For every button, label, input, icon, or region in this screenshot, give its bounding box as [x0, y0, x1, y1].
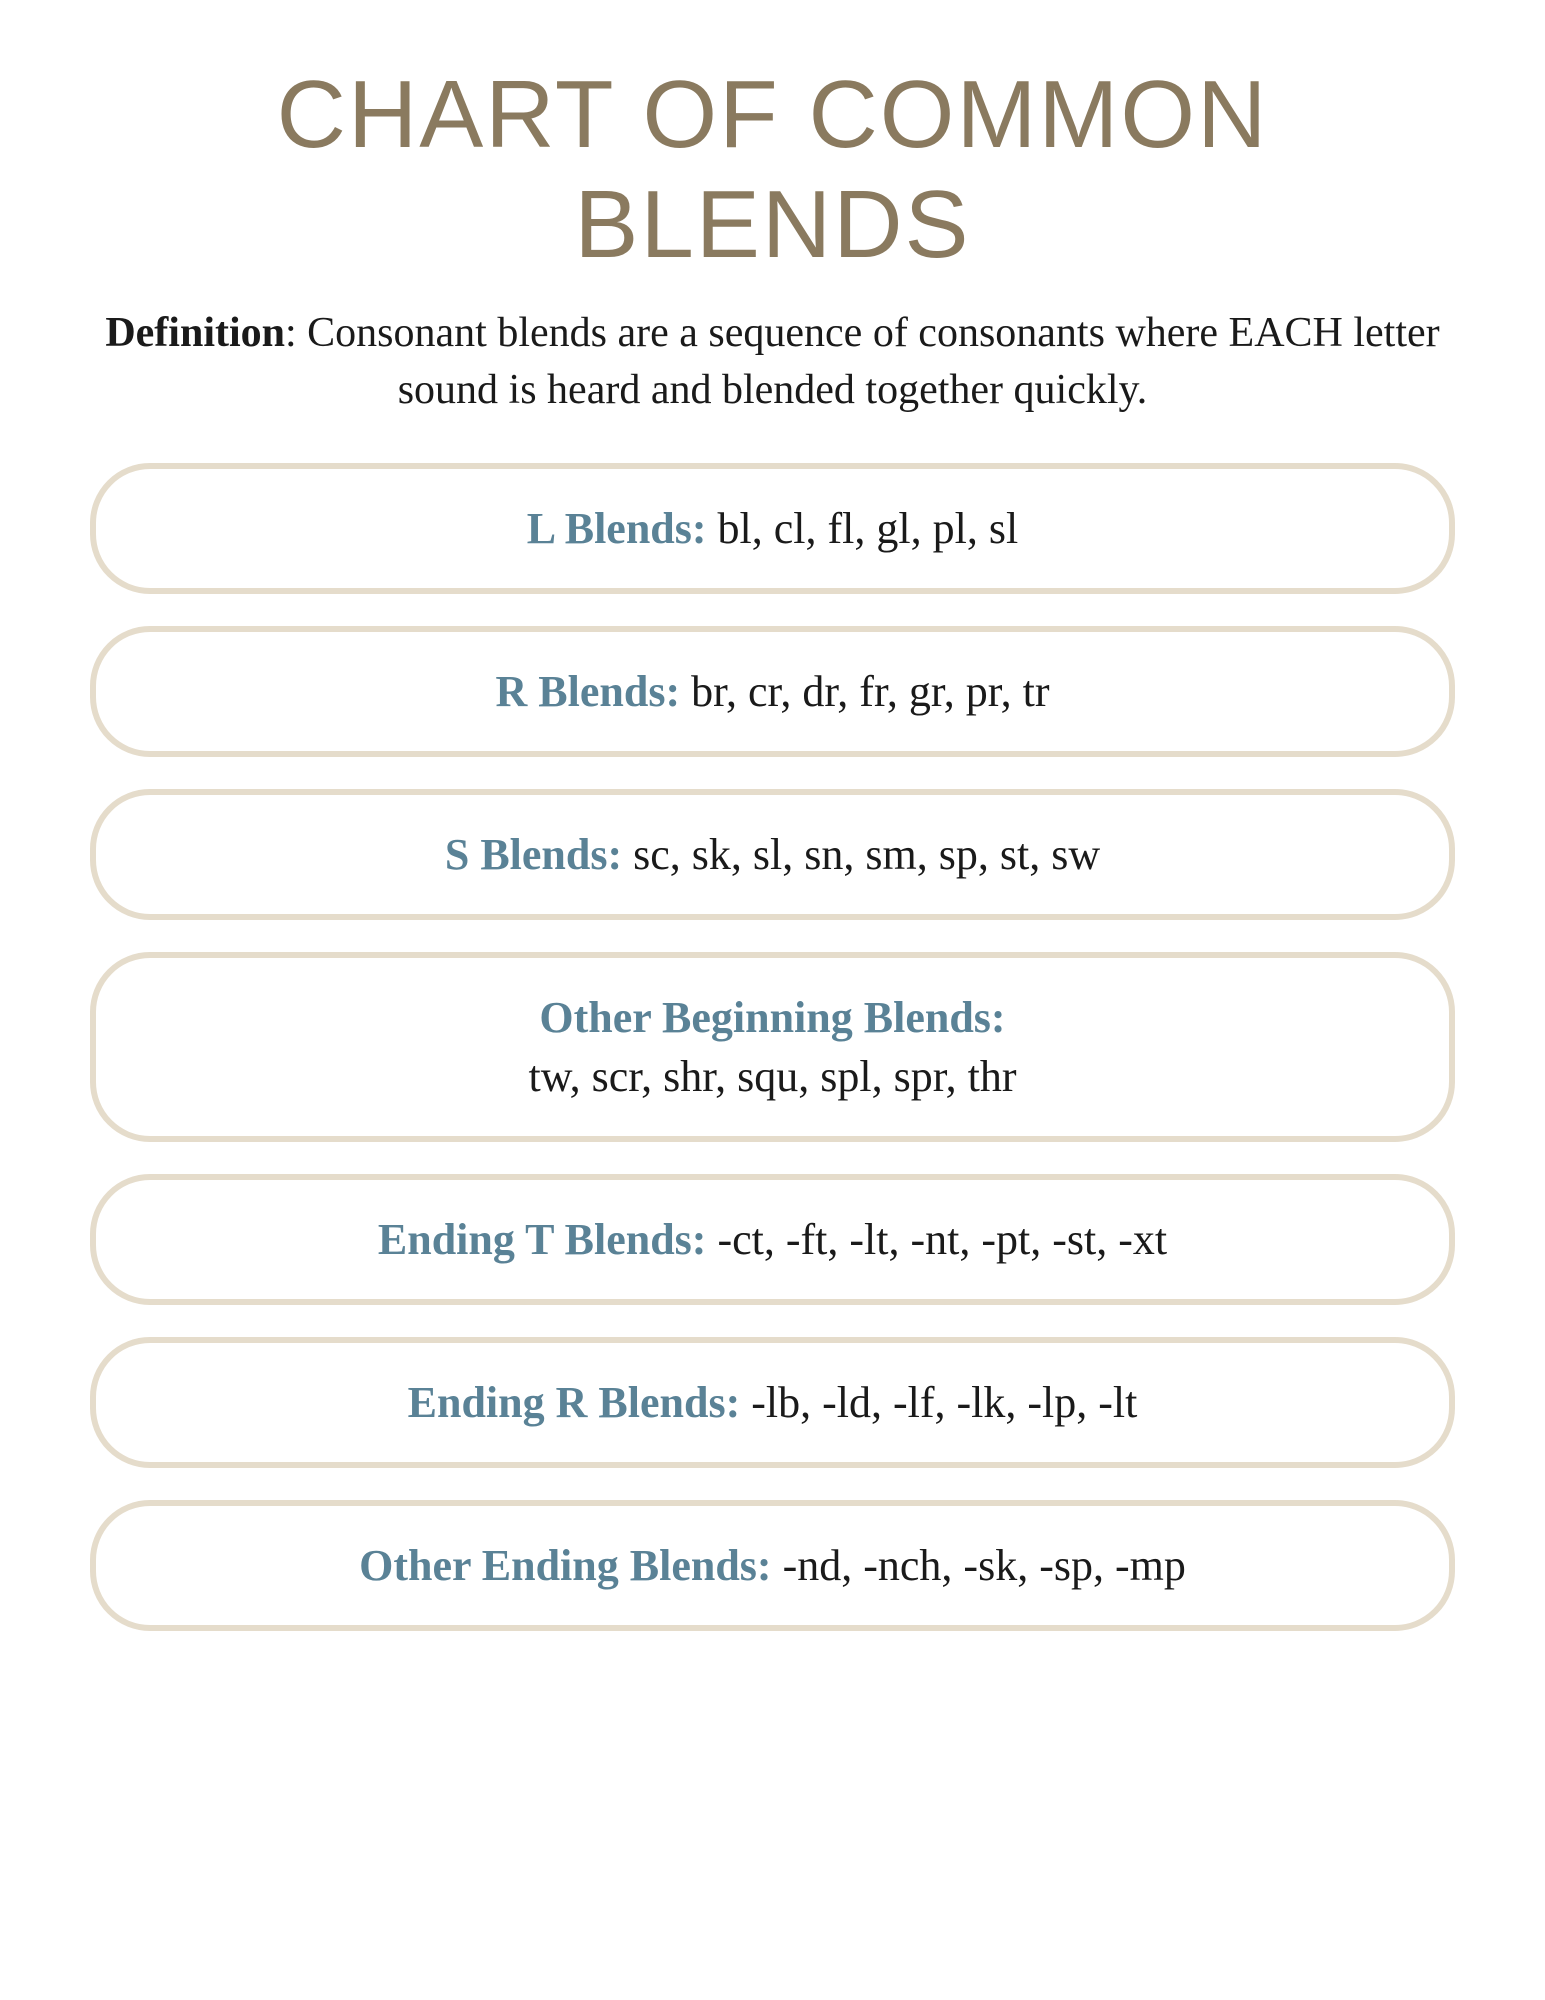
- definition-text: : Consonant blends are a sequence of con…: [285, 310, 1440, 413]
- blend-label: Other Beginning Blends:: [539, 990, 1005, 1045]
- blend-row-r: R Blends:br, cr, dr, fr, gr, pr, tr: [90, 626, 1455, 757]
- blend-items: bl, cl, fl, gl, pl, sl: [718, 504, 1019, 553]
- blend-label: Ending R Blends:: [408, 1378, 752, 1427]
- blend-label: Other Ending Blends:: [359, 1541, 782, 1590]
- blend-row-l: L Blends:bl, cl, fl, gl, pl, sl: [90, 463, 1455, 594]
- blend-row-ending-t: Ending T Blends:-ct, -ft, -lt, -nt, -pt,…: [90, 1174, 1455, 1305]
- definition-label: Definition: [105, 310, 285, 356]
- blend-row-other-beginning: Other Beginning Blends: tw, scr, shr, sq…: [90, 952, 1455, 1142]
- blend-row-other-ending: Other Ending Blends:-nd, -nch, -sk, -sp,…: [90, 1500, 1455, 1631]
- blend-items: -ct, -ft, -lt, -nt, -pt, -st, -xt: [717, 1215, 1167, 1264]
- blend-items: br, cr, dr, fr, gr, pr, tr: [691, 667, 1049, 716]
- blend-label: L Blends:: [527, 504, 718, 553]
- blend-items: sc, sk, sl, sn, sm, sp, st, sw: [633, 830, 1100, 879]
- blend-row-ending-r: Ending R Blends:-lb, -ld, -lf, -lk, -lp,…: [90, 1337, 1455, 1468]
- blend-label: S Blends:: [445, 830, 633, 879]
- page-title: Chart of Common Blends: [80, 60, 1465, 280]
- blend-items: -lb, -ld, -lf, -lk, -lp, -lt: [751, 1378, 1137, 1427]
- blend-row-s: S Blends:sc, sk, sl, sn, sm, sp, st, sw: [90, 789, 1455, 920]
- blend-list: L Blends:bl, cl, fl, gl, pl, sl R Blends…: [80, 463, 1465, 1631]
- blend-items: -nd, -nch, -sk, -sp, -mp: [783, 1541, 1186, 1590]
- blend-items: tw, scr, shr, squ, spl, spr, thr: [528, 1049, 1016, 1104]
- definition-paragraph: Definition: Consonant blends are a seque…: [100, 305, 1445, 418]
- blend-label: R Blends:: [496, 667, 692, 716]
- blend-label: Ending T Blends:: [378, 1215, 718, 1264]
